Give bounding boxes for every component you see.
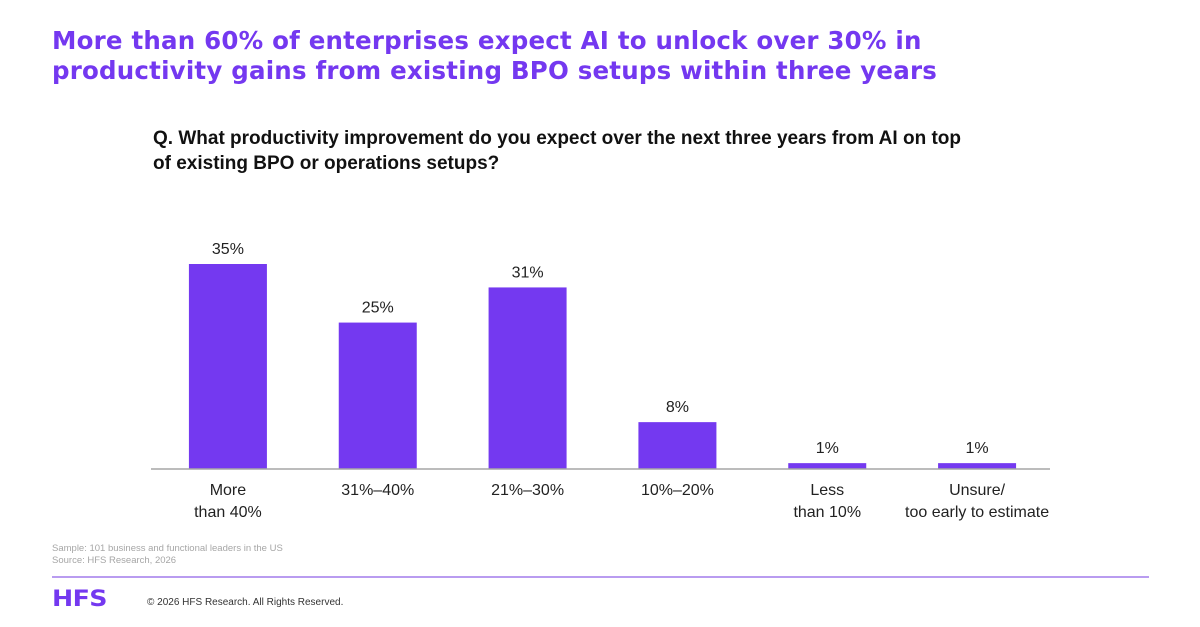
category-label: Unsure/ <box>949 482 1006 499</box>
bar <box>338 322 417 469</box>
survey-question: Q. What productivity improvement do you … <box>153 126 1093 176</box>
question-line-1: Q. What productivity improvement do you … <box>153 128 961 149</box>
category-label: 10%–20% <box>641 482 714 499</box>
sample-note: Sample: 101 business and functional lead… <box>52 543 283 554</box>
question-line-2: of existing BPO or operations setups? <box>153 153 500 174</box>
bar <box>488 287 567 469</box>
bar-value-label: 1% <box>816 440 839 457</box>
copyright-text: © 2026 HFS Research. All Rights Reserved… <box>147 597 344 608</box>
title-line-1: More than 60% of enterprises expect AI t… <box>52 26 922 55</box>
bar-value-label: 25% <box>362 300 394 317</box>
category-label: than 10% <box>793 504 861 521</box>
category-label: Less <box>810 482 844 499</box>
category-label: 21%–30% <box>491 482 564 499</box>
footer-divider <box>52 576 1149 578</box>
bar-value-label: 1% <box>966 440 989 457</box>
category-label: than 40% <box>194 504 262 521</box>
title-line-2: productivity gains from existing BPO set… <box>52 56 938 85</box>
chart-notes: Sample: 101 business and functional lead… <box>52 543 283 567</box>
bar <box>638 422 717 469</box>
bar-value-label: 8% <box>666 399 689 416</box>
bar <box>188 264 267 469</box>
bar-value-label: 35% <box>212 241 244 258</box>
value-labels-group: 35% 25% 31% 8% 1% 1% <box>212 241 989 457</box>
bar <box>938 463 1017 469</box>
category-label: 31%–40% <box>341 482 414 499</box>
bar-value-label: 31% <box>512 264 544 281</box>
category-label: too early to estimate <box>905 504 1049 521</box>
source-note: Source: HFS Research, 2026 <box>52 555 177 566</box>
category-label: More <box>210 482 247 499</box>
hfs-logo: HFS <box>52 587 108 612</box>
bars-group <box>188 264 1017 469</box>
page-title: More than 60% of enterprises expect AI t… <box>52 26 1172 86</box>
bar <box>788 463 867 469</box>
category-labels-group: More than 40% 31%–40% 21%–30% 10%–20% Less tha… <box>194 482 1049 521</box>
